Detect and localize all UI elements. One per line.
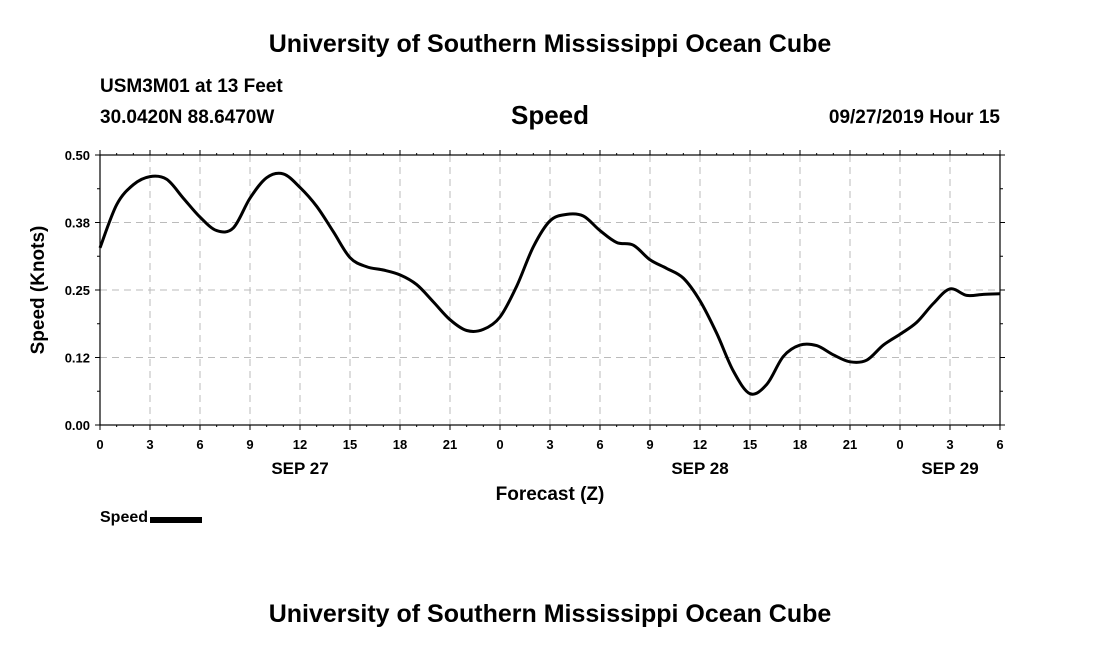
x-tick-label: 3 — [546, 437, 553, 452]
chart-title: University of Southern Mississippi Ocean… — [268, 30, 832, 58]
footer-title: University of Southern Mississippi Ocean… — [268, 600, 832, 628]
x-tick-label: 0 — [896, 437, 903, 452]
y-tick-label: 0.25 — [65, 283, 90, 298]
x-tick-label: 3 — [946, 437, 953, 452]
x-tick-label: 9 — [646, 437, 653, 452]
datetime-label: 09/27/2019 Hour 15 — [828, 107, 1000, 128]
series-layer — [98, 171, 1001, 396]
axes — [95, 150, 1005, 430]
y-tick-label: 0.00 — [65, 418, 90, 433]
tick-labels: 0 3 6 9 12 15 18 21 0 3 6 9 12 15 18 21 0 3 6 0.00 0.12 0.25 0… — [28, 148, 1004, 505]
x-tick-label: 3 — [146, 437, 153, 452]
x-tick-label: 21 — [843, 437, 857, 452]
x-tick-label: 12 — [693, 437, 707, 452]
variable-title: Speed — [510, 100, 590, 130]
grid-lines — [100, 155, 1000, 425]
legend-label: Speed — [100, 509, 149, 526]
x-tick-label: 6 — [596, 437, 603, 452]
x-tick-label: 21 — [443, 437, 457, 452]
date-label: SEP 29 — [921, 459, 978, 478]
y-tick-label: 0.12 — [65, 351, 90, 366]
plot-frame — [99, 154, 1001, 426]
x-tick-label: 6 — [196, 437, 203, 452]
date-label: SEP 28 — [671, 459, 728, 478]
date-label: SEP 27 — [271, 459, 328, 478]
x-tick-label: 15 — [343, 437, 357, 452]
x-tick-label: 6 — [996, 437, 1003, 452]
x-tick-label: 0 — [96, 437, 103, 452]
y-tick-label: 0.50 — [65, 148, 90, 163]
series-line-speed — [98, 171, 1001, 396]
x-tick-label: 18 — [793, 437, 807, 452]
y-tick-label: 0.38 — [65, 216, 90, 231]
legend-swatch — [150, 516, 203, 523]
x-tick-label: 18 — [393, 437, 407, 452]
station-label: USM3M01 at 13 Feet — [100, 76, 283, 97]
y-axis-title: Speed (Knots) — [28, 226, 49, 355]
coordinates-label: 30.0420N 88.6470W — [100, 107, 275, 128]
x-tick-label: 9 — [246, 437, 253, 452]
x-tick-label: 0 — [496, 437, 503, 452]
legend: Speed — [100, 509, 203, 527]
x-axis-title: Forecast (Z) — [496, 484, 605, 505]
x-tick-label: 15 — [743, 437, 757, 452]
x-tick-label: 12 — [293, 437, 307, 452]
